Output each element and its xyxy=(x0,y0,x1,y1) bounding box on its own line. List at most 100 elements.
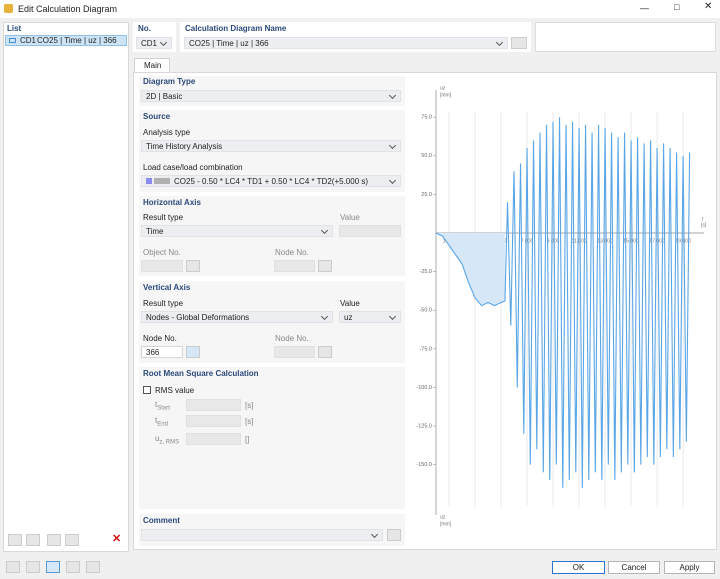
section-title: Horizontal Axis xyxy=(143,198,201,207)
close-button[interactable]: ✕ xyxy=(704,1,713,12)
x-tick-label: 7.000 xyxy=(521,238,534,244)
tool-button[interactable] xyxy=(46,561,60,573)
select-value: Nodes - Global Deformations xyxy=(146,313,250,322)
y-tick-label: -75.0 xyxy=(419,346,432,352)
pick-button xyxy=(318,260,332,272)
minimize-button[interactable]: — xyxy=(640,3,649,13)
section-title: Comment xyxy=(143,516,180,525)
line xyxy=(435,117,691,488)
y-axis-label: uz xyxy=(440,85,446,91)
y-tick-label: 25.0 xyxy=(421,192,432,198)
tool-button[interactable] xyxy=(26,561,40,573)
name-field[interactable]: CO25 | Time | uz | 366 xyxy=(184,37,508,49)
x-tick-label: 19.000 xyxy=(675,238,691,244)
select-value: Time xyxy=(146,227,164,236)
analysis-type-select[interactable]: Time History Analysis xyxy=(141,140,401,152)
y-tick-label: -100.0 xyxy=(416,385,432,391)
load-color xyxy=(154,178,170,184)
maximize-button[interactable]: □ xyxy=(674,2,680,12)
result-type-select[interactable]: Nodes - Global Deformations xyxy=(141,311,333,323)
tool-button[interactable] xyxy=(86,561,100,573)
field-label: tEnd xyxy=(155,416,168,430)
uncheck-button[interactable] xyxy=(65,534,79,546)
y-tick-label: 50.0 xyxy=(421,153,432,159)
field-label: Object No. xyxy=(143,248,181,257)
button-label: OK xyxy=(572,563,585,572)
button-label: Apply xyxy=(679,563,700,572)
diagram: 1.0003.0005.0007.0009.00011.00013.00015.… xyxy=(416,85,706,527)
label-sub: End xyxy=(157,421,168,428)
select-value: CO25 - 0.50 * LC4 * TD1 + 0.50 * LC4 * T… xyxy=(174,177,369,186)
field-label: Value xyxy=(340,299,360,308)
field-label: Node No. xyxy=(143,334,177,343)
button-label: Cancel xyxy=(621,563,647,572)
title-bar xyxy=(0,0,720,18)
check-button[interactable] xyxy=(47,534,61,546)
list-panel xyxy=(3,22,129,552)
copy-button[interactable] xyxy=(26,534,40,546)
unit-label: [s] xyxy=(245,401,254,410)
section-title: Diagram Type xyxy=(143,77,196,86)
label-sub: z, RMS xyxy=(159,439,180,446)
edit-name-button[interactable] xyxy=(511,37,527,49)
load-color xyxy=(146,178,152,184)
value-select[interactable]: uz xyxy=(339,311,401,323)
list-item-no: CD1 xyxy=(20,36,37,45)
label-main: u xyxy=(155,434,160,443)
apply-button[interactable]: Apply xyxy=(664,561,715,574)
field-label: uz, RMS xyxy=(155,434,179,448)
y-tick-label: -25.0 xyxy=(419,269,432,275)
name-label: Calculation Diagram Name xyxy=(185,24,287,33)
no-field[interactable]: CD1 xyxy=(136,37,172,49)
node-no-field[interactable]: 366 xyxy=(141,346,183,358)
tab[interactable] xyxy=(134,58,170,72)
y-tick-label: -150.0 xyxy=(416,462,432,468)
result-type-select[interactable]: Time xyxy=(141,225,333,237)
delete-button[interactable]: ✕ xyxy=(112,533,122,545)
x-tick-label: 15.000 xyxy=(623,238,639,244)
comment-button[interactable] xyxy=(387,529,401,541)
rms-checkbox[interactable] xyxy=(143,386,151,394)
tab-label: Main xyxy=(144,61,162,70)
unit-label: [s] xyxy=(245,417,254,426)
tool-button[interactable] xyxy=(66,561,80,573)
list-item-icon xyxy=(9,38,16,43)
select-value: 2D | Basic xyxy=(146,92,183,101)
field-label: Node No. xyxy=(275,248,309,257)
t-end-field xyxy=(186,415,241,427)
new-button[interactable] xyxy=(8,534,22,546)
diagram-type-select[interactable]: 2D | Basic xyxy=(141,90,401,102)
y-axis-unit: [mm] xyxy=(440,521,452,527)
pick-button xyxy=(318,346,332,358)
window-title: Edit Calculation Diagram xyxy=(18,4,118,14)
select-value: uz xyxy=(344,313,353,322)
cancel-button[interactable]: Cancel xyxy=(608,561,660,574)
node-no-field xyxy=(274,260,315,272)
x-tick-label: 13.000 xyxy=(597,238,613,244)
no-value: CD1 xyxy=(141,39,158,48)
pick-button xyxy=(186,260,200,272)
name-value: CO25 | Time | uz | 366 xyxy=(189,39,269,48)
field-label: Result type xyxy=(143,299,184,308)
t-start-field xyxy=(186,399,241,411)
y-tick-label: -50.0 xyxy=(419,308,432,314)
object-no-field xyxy=(141,260,183,272)
ok-button[interactable]: OK xyxy=(552,561,605,574)
y-tick-label: 75.0 xyxy=(421,115,432,121)
y-axis-unit: [mm] xyxy=(440,92,452,98)
x-tick-label: 17.000 xyxy=(649,238,665,244)
info-box xyxy=(535,22,716,52)
value-select xyxy=(339,225,401,237)
tool-button[interactable] xyxy=(6,561,20,573)
list-header: List xyxy=(7,24,22,33)
comment-select[interactable] xyxy=(141,529,383,541)
section-title: Root Mean Square Calculation xyxy=(143,369,259,378)
section-title: Vertical Axis xyxy=(143,283,191,292)
field-label: Load case/load combination xyxy=(143,163,243,172)
load-select[interactable]: CO25 - 0.50 * LC4 * TD1 + 0.50 * LC4 * T… xyxy=(141,175,401,187)
label-main: t xyxy=(155,416,158,425)
pick-button[interactable] xyxy=(186,346,200,358)
app-icon xyxy=(4,4,13,13)
list-item[interactable] xyxy=(5,35,127,46)
